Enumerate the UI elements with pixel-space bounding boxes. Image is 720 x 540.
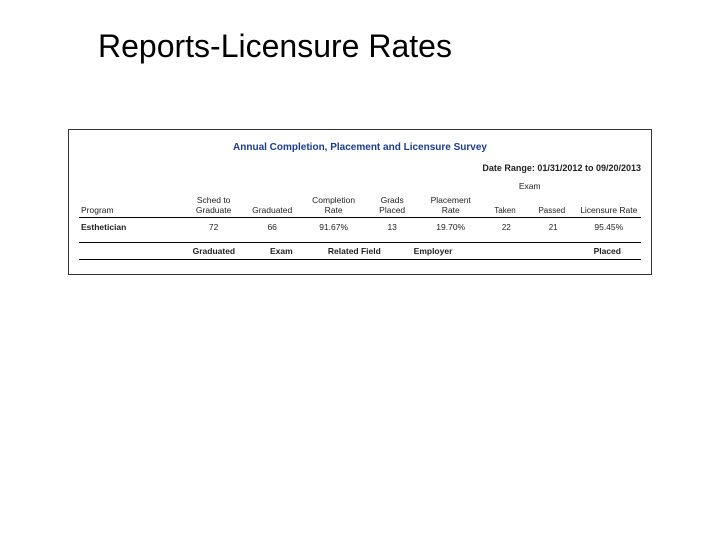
col-header-program <box>79 179 184 193</box>
col2-related: Related Field <box>315 243 394 260</box>
col-header-program-label: Program <box>79 193 184 218</box>
cell-grads-placed: 13 <box>366 218 419 237</box>
col-header-graduated-label: Graduated <box>243 193 302 218</box>
col-header-exam: Exam <box>483 179 577 193</box>
cell-licensure: 95.45% <box>577 218 641 237</box>
col-header-grads-placed <box>366 179 419 193</box>
cell-sched: 72 <box>184 218 243 237</box>
cell-exam: 22 21 <box>483 218 577 237</box>
col2-blank2 <box>472 243 573 260</box>
col2-exam: Exam <box>248 243 315 260</box>
cell-placement-rate: 19.70% <box>419 218 483 237</box>
col-header-licensure <box>577 179 641 193</box>
licensure-table: Exam Program Sched to Graduate Graduated… <box>79 179 641 236</box>
exam-taken-label: Taken <box>494 206 515 215</box>
cell-program: Esthetician <box>79 218 184 237</box>
cell-completion: 91.67% <box>301 218 365 237</box>
col2-graduated: Graduated <box>180 243 247 260</box>
table-row: Esthetician 72 66 91.67% 13 19.70% 22 21… <box>79 218 641 237</box>
cell-exam-passed: 21 <box>549 223 558 232</box>
col-header-placement-rate <box>419 179 483 193</box>
report-title: Annual Completion, Placement and Licensu… <box>79 138 641 163</box>
col-header-graduated <box>243 179 302 193</box>
col2-placed: Placed <box>574 243 641 260</box>
detail-table: Graduated Exam Related Field Employer Pl… <box>79 242 641 260</box>
col2-employer: Employer <box>394 243 473 260</box>
col-header-completion-label: Completion Rate <box>301 193 365 218</box>
report-panel: Annual Completion, Placement and Licensu… <box>68 129 652 275</box>
date-range: Date Range: 01/31/2012 to 09/20/2013 <box>79 163 641 179</box>
cell-graduated: 66 <box>243 218 302 237</box>
col-header-placement-rate-label: Placement Rate <box>419 193 483 218</box>
col-header-sched <box>184 179 243 193</box>
col-header-sched-label: Sched to Graduate <box>184 193 243 218</box>
col2-blank <box>79 243 180 260</box>
slide-title: Reports-Licensure Rates <box>0 0 720 65</box>
cell-exam-taken: 22 <box>502 223 511 232</box>
col-header-licensure-label: Licensure Rate <box>577 193 641 218</box>
exam-passed-label: Passed <box>538 206 565 215</box>
col-header-exam-sub: Taken Passed <box>483 193 577 218</box>
col-header-grads-placed-label: Grads Placed <box>366 193 419 218</box>
col-header-completion <box>301 179 365 193</box>
